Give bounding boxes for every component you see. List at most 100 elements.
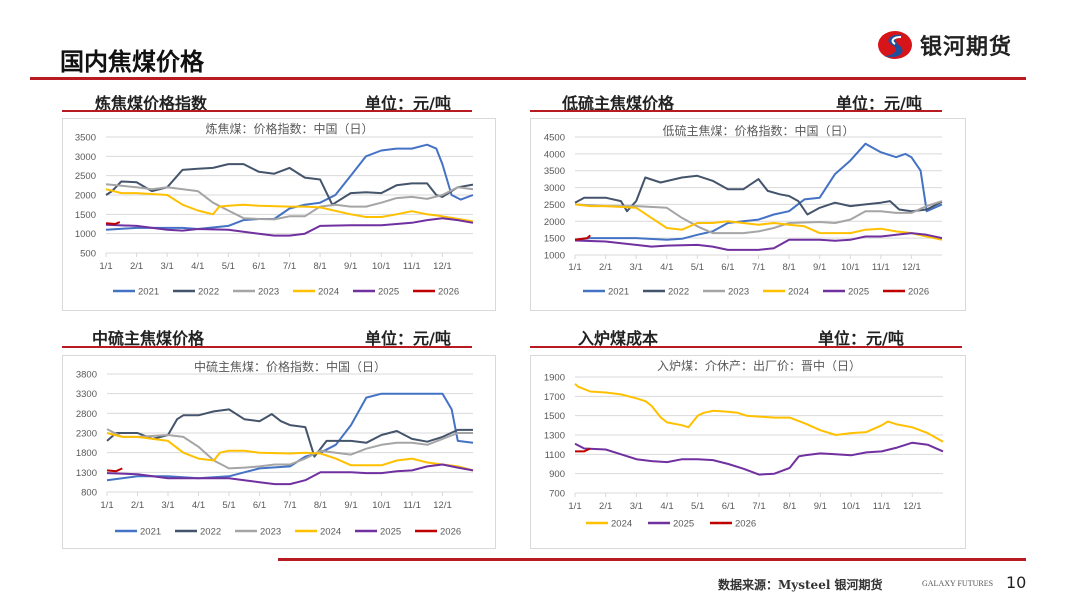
x-tick-label: 8/1 — [313, 261, 326, 272]
x-tick-label: 1/1 — [99, 261, 112, 272]
legend-label: 2023 — [260, 527, 281, 538]
header-divider — [30, 77, 1026, 80]
y-tick-label: 1900 — [544, 373, 565, 384]
y-tick-label: 1300 — [544, 431, 565, 442]
footer-divider — [278, 558, 1026, 561]
x-tick-label: 4/1 — [191, 261, 204, 272]
y-tick-label: 4500 — [544, 133, 565, 144]
x-tick-label: 1/1 — [100, 500, 113, 511]
legend-label: 2022 — [198, 287, 219, 298]
logo-text: 银河期货 — [920, 35, 1013, 60]
y-tick-label: 3500 — [75, 133, 96, 144]
legend-label: 2026 — [440, 527, 461, 538]
chart-coking-coal-index: 炼焦煤：价格指数：中国（日） 500 1000 1500 2000 2500 3000 350… — [62, 118, 496, 311]
panel-heading: 低硫主焦煤价格 — [562, 94, 675, 113]
x-tick-label: 11/1 — [872, 262, 890, 273]
series-line-2024 — [106, 432, 474, 472]
x-tick-label: 12/1 — [902, 262, 921, 273]
x-tick-label: 7/1 — [752, 501, 765, 512]
panel-unit: 单位：元/吨 — [818, 329, 904, 348]
y-tick-label: 2500 — [544, 200, 565, 211]
y-tick-label: 700 — [549, 489, 565, 500]
x-tick-label: 9/1 — [344, 500, 357, 511]
panel-divider — [62, 346, 472, 348]
chart-low-sulfur-coking-coal: 低硫主焦煤：价格指数：中国（日） 1000 1500 2000 2500 3000 3500… — [530, 118, 966, 311]
y-tick-label: 3500 — [544, 166, 565, 177]
x-tick-label: 2/1 — [131, 500, 144, 511]
y-tick-label: 3000 — [75, 152, 96, 163]
series-line-2021 — [574, 142, 943, 241]
panel-divider — [62, 110, 472, 112]
series-line-2026 — [105, 221, 121, 225]
panel-divider — [530, 346, 962, 348]
y-tick-label: 1800 — [76, 448, 97, 459]
x-tick-label: 11/1 — [403, 500, 421, 511]
x-tick-label: 3/1 — [161, 500, 174, 511]
x-tick-label: 7/1 — [283, 500, 296, 511]
x-tick-label: 10/1 — [372, 500, 391, 511]
y-tick-label: 3800 — [76, 370, 97, 381]
y-tick-label: 1000 — [544, 251, 565, 262]
y-tick-label: 2800 — [76, 409, 97, 420]
x-tick-label: 7/1 — [752, 262, 765, 273]
x-tick-label: 2/1 — [599, 501, 612, 512]
panel-unit: 单位：元/吨 — [365, 329, 451, 348]
x-tick-label: 8/1 — [782, 262, 795, 273]
x-tick-label: 4/1 — [192, 500, 205, 511]
y-tick-label: 900 — [549, 469, 565, 480]
legend-label: 2024 — [320, 527, 341, 538]
series-line-2026 — [574, 234, 591, 241]
x-tick-label: 12/1 — [433, 500, 452, 511]
x-tick-label: 9/1 — [814, 501, 827, 512]
y-tick-label: 1700 — [544, 392, 565, 403]
x-tick-label: 10/1 — [372, 261, 391, 272]
y-tick-label: 1000 — [75, 229, 96, 240]
legend-label: 2025 — [380, 527, 401, 538]
y-tick-label: 2000 — [75, 191, 96, 202]
legend-label: 2026 — [438, 287, 459, 298]
x-tick-label: 10/1 — [841, 262, 860, 273]
series-line-2024 — [574, 383, 944, 443]
panel-heading: 中硫主焦煤价格 — [92, 329, 205, 348]
x-tick-label: 11/1 — [403, 261, 421, 272]
y-tick-label: 500 — [80, 249, 96, 260]
x-tick-label: 2/1 — [130, 261, 143, 272]
chart-title: 低硫主焦煤：价格指数：中国（日） — [662, 123, 854, 138]
legend-label: 2024 — [318, 287, 339, 298]
y-tick-label: 1500 — [544, 234, 565, 245]
panel-unit: 单位：元/吨 — [365, 94, 451, 113]
chart-title: 炼焦煤：价格指数：中国（日） — [205, 121, 373, 136]
x-tick-label: 5/1 — [691, 262, 704, 273]
x-tick-label: 6/1 — [252, 261, 265, 272]
x-tick-label: 3/1 — [161, 261, 174, 272]
y-tick-label: 2000 — [544, 217, 565, 228]
brand-footer: GALAXY FUTURES — [922, 579, 994, 588]
x-tick-label: 7/1 — [283, 261, 296, 272]
y-tick-label: 4000 — [544, 149, 565, 160]
x-tick-label: 5/1 — [222, 261, 235, 272]
y-tick-label: 1500 — [544, 411, 565, 422]
series-line-2022 — [574, 174, 943, 216]
chart-furnace-coal-cost: 入炉煤：介休产：出厂价：晋中（日） 700 900 1100 1300 1500 1700 1… — [530, 355, 966, 549]
x-tick-label: 4/1 — [660, 262, 673, 273]
panel-divider — [530, 110, 942, 112]
legend-label: 2021 — [608, 287, 629, 298]
x-tick-label: 8/1 — [314, 500, 327, 511]
y-tick-label: 1500 — [75, 210, 96, 221]
x-tick-label: 11/1 — [873, 501, 891, 512]
series-line-2024 — [105, 188, 474, 223]
legend-label: 2021 — [138, 287, 159, 298]
series-line-2025 — [574, 441, 944, 476]
series-line-2024 — [574, 203, 943, 241]
x-tick-label: 8/1 — [783, 501, 796, 512]
legend-label: 2024 — [788, 287, 809, 298]
y-tick-label: 1300 — [76, 468, 97, 479]
x-tick-label: 3/1 — [630, 262, 643, 273]
data-source: 数据来源：Mysteel 银河期货 — [718, 578, 883, 592]
x-tick-label: 2/1 — [599, 262, 612, 273]
x-tick-label: 3/1 — [630, 501, 643, 512]
company-logo: 银河期货 — [876, 27, 1026, 63]
legend-label: 2024 — [611, 519, 632, 530]
x-tick-label: 4/1 — [660, 501, 673, 512]
